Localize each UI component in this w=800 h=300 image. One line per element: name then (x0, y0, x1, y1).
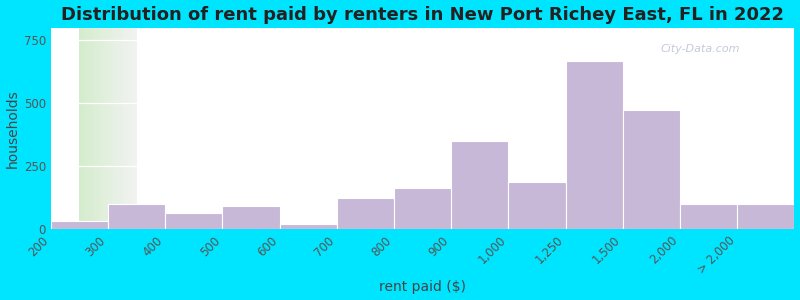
Bar (222, 206, 280, 229)
Bar (509, 182, 566, 229)
Bar (108, 204, 166, 229)
Bar (623, 110, 680, 229)
Bar (394, 188, 451, 229)
Bar (738, 204, 794, 229)
Bar (51, 221, 108, 229)
Bar (566, 61, 623, 229)
X-axis label: rent paid ($): rent paid ($) (379, 280, 466, 294)
Bar (680, 204, 738, 229)
Text: City-Data.com: City-Data.com (661, 44, 740, 54)
Title: Distribution of rent paid by renters in New Port Richey East, FL in 2022: Distribution of rent paid by renters in … (61, 6, 784, 24)
Bar (337, 198, 394, 229)
Bar (451, 141, 509, 229)
Bar (166, 213, 222, 229)
Y-axis label: households: households (6, 89, 19, 168)
Bar (280, 224, 337, 229)
